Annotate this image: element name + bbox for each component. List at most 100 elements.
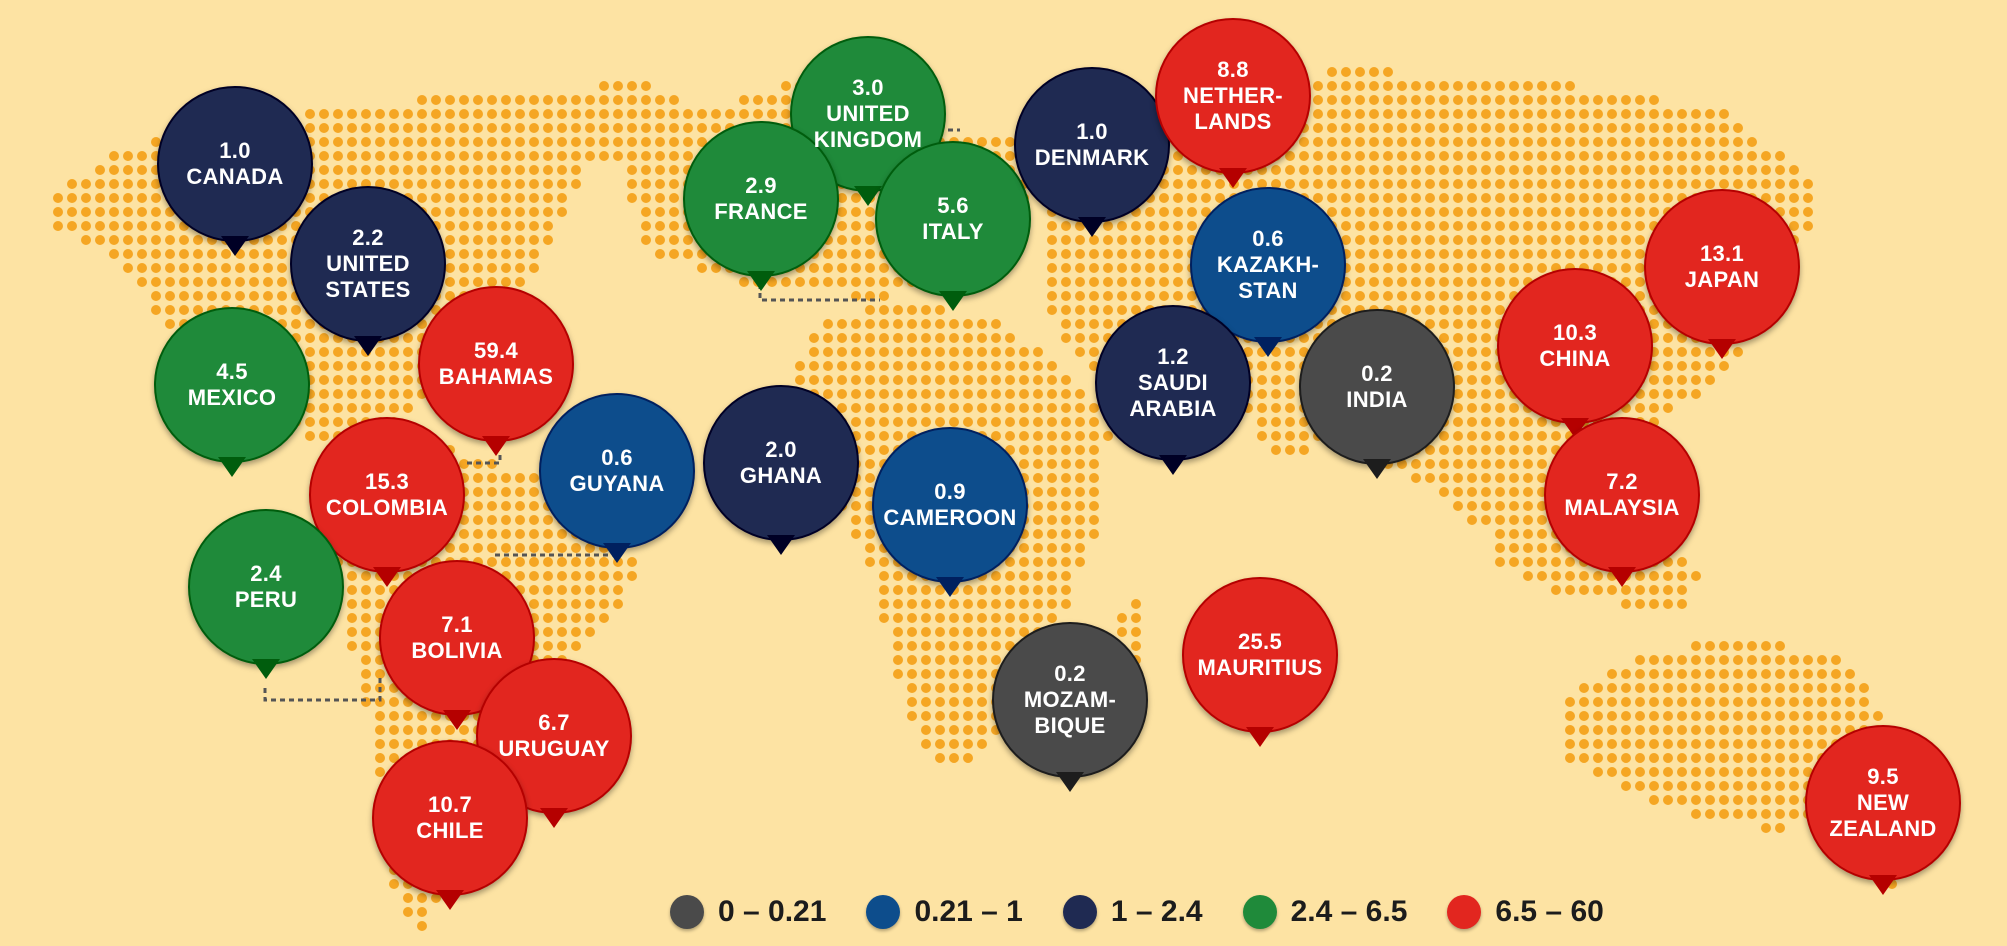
country-name: MAURITIUS bbox=[1197, 655, 1323, 680]
legend-label: 2.4 – 6.5 bbox=[1290, 895, 1408, 928]
pin-pointer bbox=[1159, 455, 1187, 475]
connector-line bbox=[465, 455, 502, 465]
country-name: CANADA bbox=[186, 164, 284, 189]
country-value: 59.4 bbox=[473, 338, 519, 363]
country-name: MOZAM- BIQUE bbox=[1023, 687, 1117, 738]
country-pin-united-states[interactable]: 2.2 UNITED STATES bbox=[290, 186, 446, 356]
country-pin-bolivia[interactable]: 7.1 BOLIVIA bbox=[379, 560, 535, 730]
country-pin-mexico[interactable]: 4.5 MEXICO bbox=[154, 307, 310, 477]
country-pin-united-kingdom[interactable]: 3.0 UNITED KINGDOM bbox=[790, 36, 946, 206]
pin-pointer bbox=[747, 271, 775, 291]
country-name: FRANCE bbox=[714, 199, 808, 224]
country-value: 0.2 bbox=[1361, 361, 1393, 386]
legend-swatch bbox=[866, 895, 901, 929]
country-name: SAUDI ARABIA bbox=[1129, 370, 1217, 421]
country-value: 2.0 bbox=[765, 437, 797, 462]
connector-line bbox=[263, 675, 382, 702]
country-pin-new-zealand[interactable]: 9.5 NEW ZEALAND bbox=[1805, 725, 1961, 895]
pin-pointer bbox=[443, 710, 471, 730]
country-value: 0.6 bbox=[1252, 226, 1284, 251]
country-pin-chile[interactable]: 10.7 CHILE bbox=[372, 740, 528, 910]
country-pin-malaysia[interactable]: 7.2 MALAYSIA bbox=[1544, 417, 1700, 587]
pin-pointer bbox=[1608, 567, 1636, 587]
country-value: 0.6 bbox=[601, 445, 633, 470]
country-name: BAHAMAS bbox=[438, 364, 554, 389]
pin-pointer bbox=[603, 543, 631, 563]
country-pin-guyana[interactable]: 0.6 GUYANA bbox=[539, 393, 695, 563]
country-name: URUGUAY bbox=[498, 736, 610, 761]
legend-item: 0 – 0.21 bbox=[670, 895, 826, 929]
country-value: 8.8 bbox=[1217, 57, 1249, 82]
pin-pointer bbox=[1219, 168, 1247, 188]
legend-label: 0.21 – 1 bbox=[914, 895, 1023, 928]
country-pin-netherlands[interactable]: 8.8 NETHER- LANDS bbox=[1155, 18, 1311, 188]
country-name: UNITED KINGDOM bbox=[813, 101, 923, 152]
country-value: 0.9 bbox=[934, 479, 966, 504]
country-name: NETHER- LANDS bbox=[1183, 83, 1283, 134]
pin-pointer bbox=[373, 567, 401, 587]
legend-swatch bbox=[1062, 895, 1097, 929]
country-pin-canada[interactable]: 1.0 CANADA bbox=[157, 86, 313, 256]
country-name: INDIA bbox=[1346, 387, 1408, 412]
legend-label: 0 – 0.21 bbox=[718, 895, 827, 928]
legend-swatch bbox=[1242, 895, 1277, 929]
country-value: 2.2 bbox=[352, 225, 384, 250]
legend-label: 6.5 – 60 bbox=[1495, 895, 1604, 928]
country-name: DENMARK bbox=[1034, 145, 1150, 170]
country-value: 1.0 bbox=[219, 138, 251, 163]
pin-pointer bbox=[221, 236, 249, 256]
country-name: PERU bbox=[234, 587, 298, 612]
country-name: MEXICO bbox=[187, 385, 277, 410]
pin-pointer bbox=[767, 535, 795, 555]
country-pin-ghana[interactable]: 2.0 GHANA bbox=[703, 385, 859, 555]
country-value: 15.3 bbox=[364, 469, 410, 494]
legend-swatch bbox=[670, 895, 704, 929]
country-pin-colombia[interactable]: 15.3 COLOMBIA bbox=[309, 417, 465, 587]
country-name: CAMEROON bbox=[883, 505, 1017, 530]
legend-item: 2.4 – 6.5 bbox=[1242, 895, 1408, 929]
country-value: 2.4 bbox=[250, 561, 282, 586]
country-pin-bahamas[interactable]: 59.4 BAHAMAS bbox=[418, 286, 574, 456]
country-value: 3.0 bbox=[852, 75, 884, 100]
country-value: 7.1 bbox=[441, 612, 473, 637]
connector-line bbox=[758, 275, 880, 302]
country-pin-china[interactable]: 10.3 CHINA bbox=[1497, 268, 1653, 438]
pin-pointer bbox=[218, 457, 246, 477]
country-name: NEW ZEALAND bbox=[1829, 790, 1937, 841]
country-pin-uruguay[interactable]: 6.7 URUGUAY bbox=[476, 658, 632, 828]
country-name: MALAYSIA bbox=[1564, 495, 1680, 520]
pin-pointer bbox=[1246, 727, 1274, 747]
pin-pointer bbox=[1708, 339, 1736, 359]
country-pin-saudi-arabia[interactable]: 1.2 SAUDI ARABIA bbox=[1095, 305, 1251, 475]
country-pin-mozambique[interactable]: 0.2 MOZAM- BIQUE bbox=[992, 622, 1148, 792]
country-pin-denmark[interactable]: 1.0 DENMARK bbox=[1014, 67, 1170, 237]
legend-item: 1 – 2.4 bbox=[1062, 895, 1203, 929]
country-name: UNITED STATES bbox=[325, 251, 411, 302]
pin-pointer bbox=[252, 659, 280, 679]
pin-pointer bbox=[1078, 217, 1106, 237]
country-value: 13.1 bbox=[1699, 241, 1745, 266]
country-pin-italy[interactable]: 5.6 ITALY bbox=[875, 141, 1031, 311]
country-value: 5.6 bbox=[937, 193, 969, 218]
country-pin-mauritius[interactable]: 25.5 MAURITIUS bbox=[1182, 577, 1338, 747]
country-value: 25.5 bbox=[1237, 629, 1283, 654]
country-pin-cameroon[interactable]: 0.9 CAMEROON bbox=[872, 427, 1028, 597]
country-value: 1.2 bbox=[1157, 344, 1189, 369]
country-name: KAZAKH- STAN bbox=[1216, 252, 1320, 303]
country-value: 9.5 bbox=[1867, 764, 1899, 789]
country-name: BOLIVIA bbox=[411, 638, 503, 663]
country-value: 0.2 bbox=[1054, 661, 1086, 686]
pin-pointer bbox=[1363, 459, 1391, 479]
country-pin-peru[interactable]: 2.4 PERU bbox=[188, 509, 344, 679]
country-pin-india[interactable]: 0.2 INDIA bbox=[1299, 309, 1455, 479]
country-name: CHILE bbox=[416, 818, 484, 843]
country-name: GUYANA bbox=[569, 471, 665, 496]
pin-pointer bbox=[1869, 875, 1897, 895]
country-pin-france[interactable]: 2.9 FRANCE bbox=[683, 121, 839, 291]
country-name: COLOMBIA bbox=[325, 495, 449, 520]
country-pin-japan[interactable]: 13.1 JAPAN bbox=[1644, 189, 1800, 359]
legend-item: 6.5 – 60 bbox=[1447, 895, 1604, 929]
country-value: 6.7 bbox=[538, 710, 570, 735]
country-value: 4.5 bbox=[216, 359, 248, 384]
